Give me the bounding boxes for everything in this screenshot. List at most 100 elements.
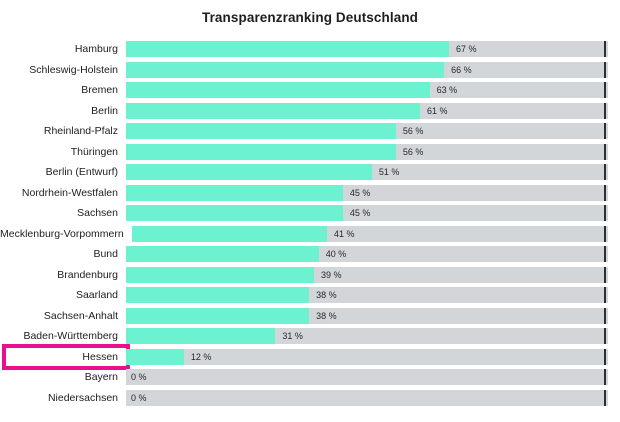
chart-row: Hessen 12 % [0,343,608,370]
category-label-cell: Sachsen [0,205,126,221]
chart-row: Bund 40 % [0,246,608,262]
category-label: Baden-Württemberg [23,330,118,342]
category-label: Rheinland-Pfalz [43,125,118,137]
bar-fill [126,266,314,283]
bar-chart: Hamburg 67 % Schleswig-Holstein 66 % Bremen 6… [0,41,620,406]
chart-row: Saarland 38 % [0,287,608,303]
axis-end-tick [604,143,606,160]
bar-value-label: 38 % [316,290,337,300]
axis-end-tick [604,184,606,201]
bar-fill [126,328,276,344]
bar-value-label: 12 % [190,351,212,362]
axis-end-tick [604,369,606,385]
chart-row: Mecklenburg-Vorpommern 41 % [0,225,608,242]
axis-end-tick [604,82,606,98]
category-label-cell: Rheinland-Pfalz [0,123,126,139]
bar-track: 45 % [126,184,608,201]
chart-row: Schleswig-Holstein 66 % [0,61,608,78]
chart-row: Thüringen 56 % [0,143,608,160]
bar-fill [126,82,430,98]
bar-fill [126,164,372,180]
bar-fill [126,41,449,57]
bar-track: 51 % [126,164,608,180]
bar-value-label: 51 % [378,167,400,177]
category-label: Hessen [82,350,118,363]
axis-end-tick [604,164,606,180]
bar-track: 56 % [126,123,608,139]
category-label: Sachsen [77,207,118,219]
category-label-cell: Bund [0,246,126,262]
category-label: Bund [93,248,118,260]
category-label-cell: Saarland [0,287,126,303]
bar-value-label: 0 % [131,372,147,382]
bar-track: 38 % [126,287,608,303]
category-label: Sachsen-Anhalt [43,309,118,322]
category-label-cell: Nordrhein-Westfalen [0,185,126,201]
category-label-cell: Schleswig-Holstein [0,62,126,78]
chart-row: Berlin (Entwurf) 51 % [0,164,608,180]
chart-row: Niedersachsen 0 % [0,389,608,406]
bar-track: 56 % [126,143,608,160]
category-label: Brandenburg [57,268,118,281]
category-label-cell: Brandenburg [0,267,126,283]
category-label-cell: Bayern [0,369,126,385]
category-label-cell: Bremen [0,82,126,98]
axis-end-tick [604,41,606,57]
bar-track: 67 % [126,41,608,57]
bar-fill [126,307,310,324]
bar-fill [126,102,421,119]
bar-value-label: 0 % [131,392,147,403]
axis-end-tick [604,225,606,242]
bar-track: 38 % [126,307,608,324]
axis-end-tick [604,61,606,78]
category-label: Berlin (Entwurf) [45,166,118,178]
bar-track: 31 % [126,328,608,344]
axis-end-tick [604,246,606,262]
category-label: Berlin [91,104,118,117]
bar-value-label: 61 % [427,105,448,116]
chart-title: Transparenzranking Deutschland [201,10,419,25]
axis-end-tick [604,102,606,119]
category-label-cell: Thüringen [0,144,126,160]
axis-end-tick [604,266,606,283]
chart-row: Sachsen 45 % [0,205,608,221]
bar-value-label: 56 % [402,146,424,157]
axis-end-tick [604,348,606,365]
bar-value-label: 39 % [320,269,342,280]
chart-row: Bremen 63 % [0,82,608,98]
bar-fill [126,287,310,303]
category-label-cell: Sachsen-Anhalt [0,308,126,324]
bar-value-label: 40 % [325,249,347,259]
bar-track: 66 % [126,61,608,78]
axis-end-tick [604,389,606,406]
category-label-cell: Baden-Württemberg [0,328,126,344]
bar-value-label: 38 % [316,310,337,321]
bar-value-label: 67 % [455,44,477,54]
chart-rows: Hamburg 67 % Schleswig-Holstein 66 % Bremen 6… [0,41,608,406]
chart-row: Bayern 0 % [0,369,608,385]
bar-value-label: 63 % [436,85,458,95]
bar-value-label: 56 % [402,126,424,136]
category-label-cell: Niedersachsen [0,390,126,406]
chart-row: Rheinland-Pfalz 56 % [0,123,608,139]
category-label-cell: Berlin [0,103,126,119]
category-label: Bremen [81,84,118,96]
bar-fill [126,246,319,262]
bar-fill [126,348,184,365]
bar-fill [126,184,343,201]
bar-value-label: 31 % [282,331,303,341]
bar-track: 41 % [131,225,608,242]
chart-row: Berlin 61 % [0,102,608,119]
category-label-cell: Hamburg [0,41,126,57]
bar-fill [131,225,327,242]
bar-fill [126,205,343,221]
category-label: Hamburg [74,43,118,55]
category-label: Schleswig-Holstein [29,63,118,76]
chart-row: Sachsen-Anhalt 38 % [0,307,608,324]
bar-value-label: 45 % [349,187,371,198]
bar-track: 0 % [126,369,608,385]
bar-track: 61 % [126,102,608,119]
axis-end-tick [604,328,606,344]
category-label-cell: Mecklenburg-Vorpommern [0,226,132,242]
